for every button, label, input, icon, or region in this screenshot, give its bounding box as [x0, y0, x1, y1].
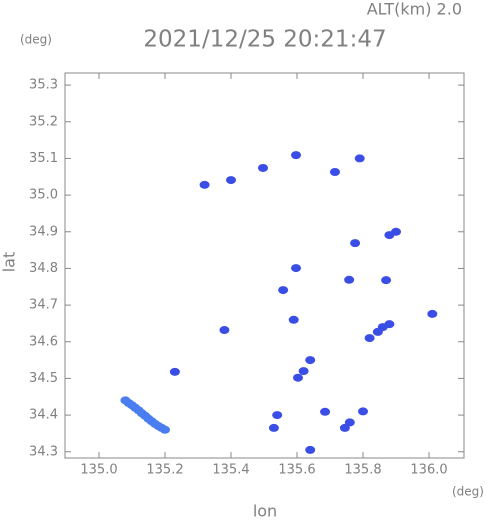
x-tick-label: 135.8: [344, 463, 381, 478]
chart-title: 2021/12/25 20:21:47: [143, 27, 386, 53]
echo-point: [391, 227, 402, 236]
x-tick-label: 135.4: [212, 463, 249, 478]
echo-point: [278, 286, 289, 295]
echo-point: [377, 323, 388, 332]
echo-point: [268, 423, 279, 432]
echo-point: [344, 418, 355, 427]
echo-point: [291, 264, 302, 273]
echo-point: [344, 275, 355, 284]
echo-point: [219, 326, 230, 335]
x-axis-label: lon: [253, 502, 277, 521]
echo-point: [350, 239, 361, 248]
y-tick-label: 35.0: [29, 188, 58, 203]
chart-subtitle: ALT(km) 2.0: [367, 0, 462, 19]
y-tick-label: 35.2: [29, 114, 58, 129]
x-unit: (deg): [452, 485, 484, 499]
echo-point: [291, 151, 302, 160]
y-axis-label: lat: [0, 252, 19, 273]
echo-point: [339, 423, 350, 432]
echo-point: [226, 176, 237, 185]
y-tick-label: 34.7: [29, 298, 58, 313]
echo-point: [320, 407, 331, 416]
echo-point: [288, 315, 299, 324]
echo-point: [292, 373, 303, 382]
echo-point: [381, 276, 392, 285]
echo-point: [169, 367, 180, 376]
x-tick-label: 136.0: [410, 463, 447, 478]
echo-point: [159, 425, 170, 434]
echo-point: [258, 163, 269, 172]
echo-point: [305, 356, 316, 365]
x-tick-label: 135.6: [278, 463, 315, 478]
x-tick-label: 135.2: [146, 463, 183, 478]
y-tick-label: 35.3: [29, 78, 58, 93]
y-tick-label: 34.9: [29, 224, 58, 239]
echo-point: [364, 334, 375, 343]
echo-point: [305, 445, 316, 454]
echo-point: [354, 154, 365, 163]
echo-point: [272, 411, 283, 420]
echo-point: [358, 407, 369, 416]
y-unit: (deg): [20, 33, 52, 47]
echo-point: [199, 180, 210, 189]
y-tick-label: 34.5: [29, 371, 58, 386]
y-tick-label: 34.8: [29, 261, 58, 276]
y-tick-label: 34.4: [29, 408, 58, 423]
plot-frame: [64, 72, 465, 459]
echo-point: [329, 168, 340, 176]
x-tick-label: 135.0: [80, 463, 117, 478]
echo-point: [298, 367, 309, 376]
y-tick-label: 35.1: [29, 151, 58, 166]
y-tick-label: 34.3: [29, 444, 58, 459]
echo-point: [427, 309, 438, 318]
y-tick-label: 34.6: [29, 334, 58, 349]
